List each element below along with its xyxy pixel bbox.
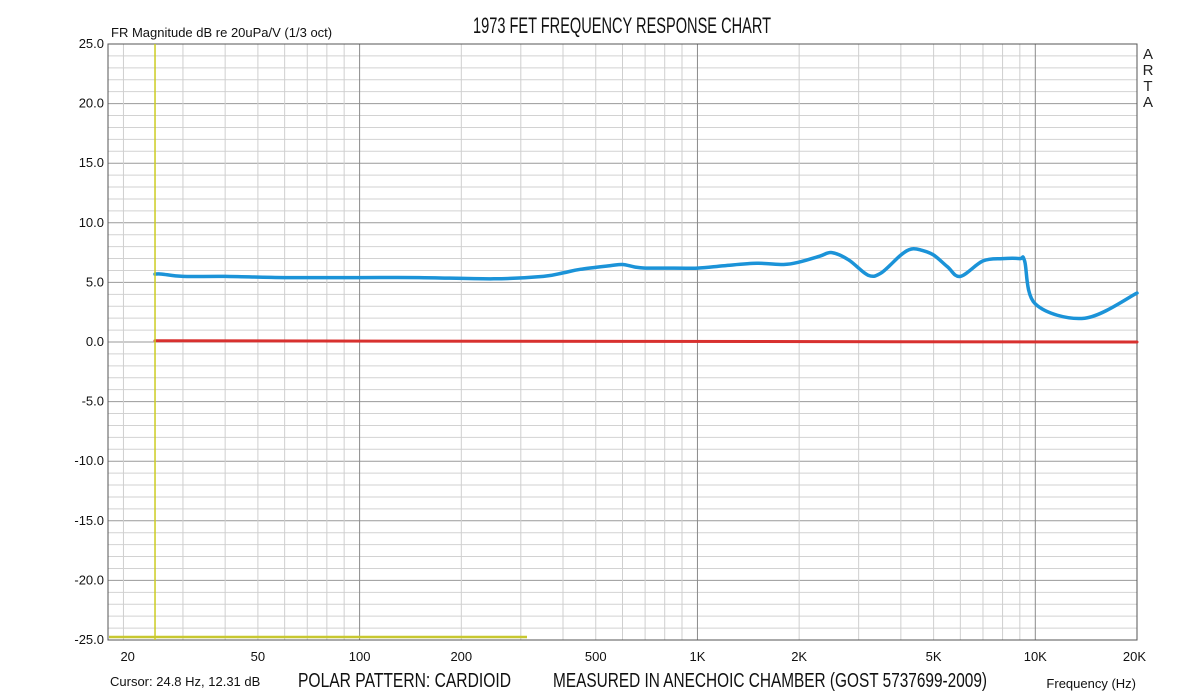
polar-pattern-annotation: POLAR PATTERN: CARDIOID (298, 670, 511, 692)
x-tick-label: 100 (349, 649, 371, 664)
x-axis-label: Frequency (Hz) (1046, 676, 1136, 691)
cursor-layer[interactable] (109, 44, 527, 640)
x-tick-label: 20K (1123, 649, 1146, 664)
y-tick-label: 10.0 (79, 215, 104, 230)
brand-letter-r: R (1143, 62, 1154, 79)
x-tick-label: 2K (791, 649, 807, 664)
reference-zero-line (153, 339, 1139, 344)
y-axis-ticks: 25.0 20.0 15.0 10.0 5.0 0.0 -5.0 -10.0 -15.0 -20.… (74, 36, 104, 647)
x-axis-ticks: 20 50 100 200 500 1K 2K 5K 10K 20K (120, 649, 1146, 664)
x-tick-label: 10K (1024, 649, 1047, 664)
y-tick-label: -10.0 (74, 453, 104, 468)
y-tick-label: -20.0 (74, 572, 104, 587)
arta-brand: A R T A (1143, 46, 1154, 111)
x-tick-label: 5K (926, 649, 942, 664)
brand-letter-t: T (1143, 78, 1152, 95)
y-tick-label: -5.0 (82, 394, 104, 409)
y-tick-label: 0.0 (86, 334, 104, 349)
y-tick-label: 25.0 (79, 36, 104, 51)
frequency-response-line (153, 246, 1139, 321)
y-axis-label: FR Magnitude dB re 20uPa/V (1/3 oct) (111, 25, 332, 40)
x-tick-label: 1K (689, 649, 705, 664)
series-layer (153, 246, 1139, 344)
x-tick-label: 200 (450, 649, 472, 664)
x-tick-label: 20 (120, 649, 134, 664)
cursor-readout: Cursor: 24.8 Hz, 12.31 dB (110, 674, 260, 689)
chart-title: 1973 FET FREQUENCY RESPONSE CHART (473, 13, 771, 38)
y-tick-label: -25.0 (74, 632, 104, 647)
y-tick-label: 20.0 (79, 96, 104, 111)
y-tick-label: 15.0 (79, 155, 104, 170)
x-tick-label: 500 (585, 649, 607, 664)
brand-letter-a2: A (1143, 94, 1153, 111)
brand-letter-a1: A (1143, 46, 1153, 63)
measurement-annotation: MEASURED IN ANECHOIC CHAMBER (GOST 57376… (553, 670, 987, 692)
x-tick-label: 50 (251, 649, 265, 664)
y-tick-label: -15.0 (74, 513, 104, 528)
y-tick-label: 5.0 (86, 274, 104, 289)
